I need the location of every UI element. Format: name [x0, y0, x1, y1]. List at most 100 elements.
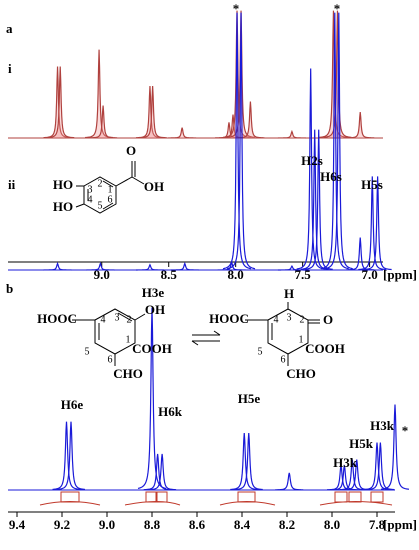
peak: [324, 12, 353, 270]
structure-b: [72, 302, 320, 366]
trace-label: ii: [8, 177, 16, 192]
structure-label: OH: [144, 179, 164, 194]
peak: [236, 101, 265, 139]
peak: [363, 176, 392, 271]
trace-label: i: [8, 61, 12, 76]
integration-brackets: [39, 491, 393, 506]
peak-annotation: H3k: [370, 418, 395, 433]
peak-annotation: H5s: [361, 177, 383, 192]
peak: [380, 404, 410, 490]
structure-label: 1: [126, 334, 131, 345]
peak: [230, 432, 259, 491]
structure-label: 3: [115, 312, 120, 323]
structure-a: [75, 161, 145, 214]
peak: [330, 465, 359, 491]
structure-label: COOH: [305, 341, 345, 356]
structure-label: H: [284, 286, 294, 301]
peak-annotation: H5e: [238, 391, 261, 406]
peak: [275, 472, 304, 491]
structure-label: 5: [258, 346, 263, 357]
x-tick-label: 8.0: [324, 517, 340, 532]
structure-label: COOH: [132, 341, 172, 356]
peak-annotation: H6k: [158, 404, 183, 419]
peak: [234, 432, 263, 491]
peak: [43, 261, 72, 271]
peak: [89, 105, 118, 139]
structure-label: OH: [145, 302, 165, 317]
structure-label: 4: [88, 194, 93, 205]
peak: [346, 111, 375, 139]
peak: [168, 127, 197, 139]
x-tick-label: 9.0: [94, 267, 110, 282]
structure-label: 5: [85, 346, 90, 357]
peak: [296, 68, 325, 270]
peak: [138, 85, 167, 139]
x-tick-label: 9.0: [99, 517, 115, 532]
x-tick-label: 8.6: [189, 517, 206, 532]
peak-annotation: *: [233, 1, 240, 16]
panel-label: a: [6, 21, 13, 36]
peak-annotation: H5k: [349, 436, 374, 451]
structure-label: 2: [98, 178, 103, 189]
structure-label: HO: [53, 199, 73, 214]
x-tick-label: 7.8: [369, 517, 386, 532]
structure-label: O: [323, 312, 333, 327]
structure-label: 1: [108, 184, 113, 195]
peak-annotation: H3e: [142, 285, 165, 300]
peak: [85, 49, 114, 139]
peak-annotation: H6e: [61, 397, 84, 412]
structure-label: 2: [127, 314, 132, 325]
peak: [170, 261, 199, 271]
peak-annotation: H6s: [320, 169, 342, 184]
peak: [323, 10, 352, 138]
peak-annotation: *: [334, 1, 341, 16]
structure-label: 3: [88, 184, 93, 195]
structure-label: 6: [108, 194, 113, 205]
x-tick-label: 8.8: [144, 517, 161, 532]
peak: [226, 12, 256, 270]
x-tick-label: 8.4: [234, 517, 251, 532]
structure-label: CHO: [286, 366, 316, 381]
structure-label: 5: [98, 200, 103, 211]
peak: [358, 176, 387, 271]
x-tick-label: 9.4: [9, 517, 26, 532]
structure-label: 3: [287, 312, 292, 323]
x-tick-label: 7.0: [361, 267, 377, 282]
structure-label: 4: [101, 314, 106, 325]
x-tick-label: 8.0: [228, 267, 244, 282]
structure-label: 1: [299, 334, 304, 345]
structure-label: HOOC: [209, 311, 249, 326]
peak: [300, 129, 329, 270]
structure-label: HO: [53, 177, 73, 192]
peak: [148, 453, 177, 491]
x-tick-label: 8.2: [279, 517, 295, 532]
peak: [56, 421, 86, 491]
x-tick-label: 7.5: [295, 267, 312, 282]
structure-label: CHO: [113, 366, 143, 381]
x-tick-label: 8.5: [161, 267, 178, 282]
x-tick-label: 9.2: [54, 517, 70, 532]
peak: [320, 12, 349, 270]
peak: [319, 10, 348, 138]
peak: [277, 129, 306, 139]
x-axis-label: [ppm]: [383, 267, 417, 282]
peak: [222, 12, 252, 270]
peak: [346, 237, 375, 271]
structure-label: 6: [281, 354, 286, 365]
structure-label: 4: [274, 314, 279, 325]
peak-annotation: *: [402, 423, 409, 438]
structure-label: 2: [300, 314, 305, 325]
peak: [135, 263, 164, 271]
peak: [86, 261, 115, 271]
structure-label: HOOC: [37, 311, 77, 326]
x-axis-label: [ppm]: [383, 517, 417, 532]
peak: [366, 442, 395, 491]
peak: [52, 421, 81, 491]
peak: [277, 264, 306, 271]
peak-annotation: H2s: [301, 153, 323, 168]
peak-annotation: H3k: [333, 455, 358, 470]
structure-label: 6: [108, 354, 113, 365]
peak: [46, 66, 75, 139]
panel-label: b: [6, 281, 13, 296]
